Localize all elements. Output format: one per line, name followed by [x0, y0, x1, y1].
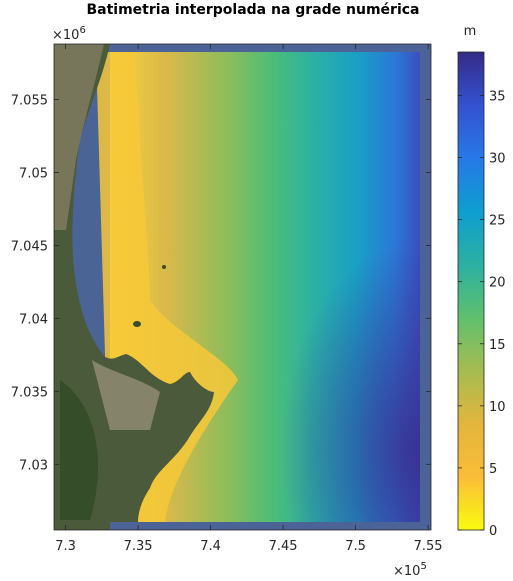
colorbar-tick-label: 25: [489, 214, 506, 229]
east-border-strip: [420, 44, 431, 530]
urban-area-south: [92, 360, 160, 430]
south-border-strip: [110, 522, 431, 530]
y-tick-label: 7.03: [19, 458, 48, 473]
colorbar-tick-label: 0: [489, 524, 497, 539]
colorbar-tick-label: 35: [489, 89, 506, 104]
y-tick-label: 7.045: [11, 239, 48, 254]
colorbar-ticks: 0 5 10 15 20 25 30 35: [458, 89, 506, 539]
x-axis: 7.3 7.35 7.4 7.45 7.5 7.55: [55, 44, 443, 554]
x-exponent: ×105: [393, 561, 427, 579]
land-area: [54, 44, 214, 530]
colorbar-tick-label: 5: [489, 462, 497, 477]
colorbar-tick-label: 20: [489, 276, 506, 291]
x-tick-label: 7.3: [55, 539, 76, 554]
y-tick-label: 7.055: [11, 93, 48, 108]
y-tick-label: 7.04: [19, 312, 48, 327]
y-tick-label: 7.05: [19, 166, 48, 181]
island-1: [133, 321, 141, 327]
x-tick-label: 7.5: [345, 539, 366, 554]
colorbar-tick-label: 10: [489, 400, 506, 415]
y-exponent-power: 6: [79, 25, 85, 36]
y-tick-label: 7.035: [11, 385, 48, 400]
colorbar-unit-label: m: [464, 24, 477, 39]
x-tick-label: 7.45: [269, 539, 298, 554]
north-border-strip: [110, 44, 431, 52]
island-2: [162, 265, 166, 269]
colorbar: [457, 51, 485, 531]
x-tick-label: 7.55: [414, 539, 443, 554]
plot-frame: [53, 43, 432, 531]
x-exponent-power: 5: [420, 561, 426, 572]
plot-area: [54, 44, 431, 530]
x-exponent-base: ×10: [393, 564, 420, 579]
colorbar-tick-label: 15: [489, 338, 506, 353]
colorbar-tick-label: 30: [489, 152, 506, 167]
forest-area: [60, 380, 99, 520]
urban-area-north: [54, 44, 104, 230]
x-tick-label: 7.35: [124, 539, 153, 554]
y-exponent: ×106: [52, 25, 86, 43]
y-exponent-base: ×10: [52, 28, 79, 43]
chart-title: Batimetria interpolada na grade numérica: [86, 2, 419, 18]
x-tick-label: 7.4: [200, 539, 221, 554]
y-axis: 7.03 7.035 7.04 7.045 7.05 7.055: [11, 93, 431, 473]
